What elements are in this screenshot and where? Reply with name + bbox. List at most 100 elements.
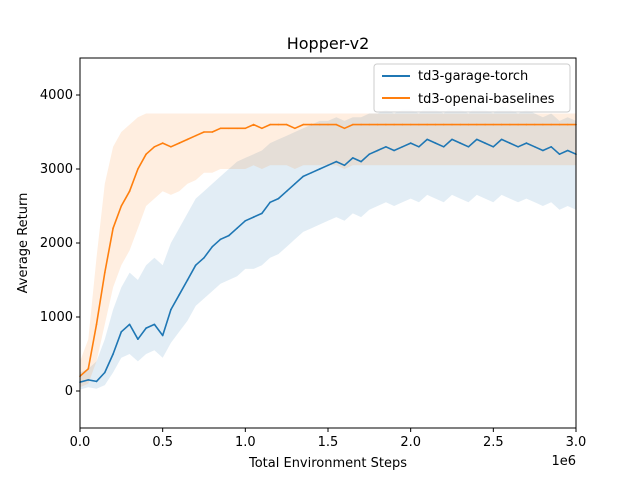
y-tick-label: 4000 [40, 88, 73, 103]
point-series-0 [368, 153, 371, 155]
point-series-0 [476, 138, 478, 141]
point-series-0 [343, 164, 346, 167]
point-series-0 [385, 146, 387, 148]
x-tick-label: 0.5 [152, 435, 173, 450]
point-series-0 [112, 353, 114, 355]
point-series-1 [128, 190, 131, 192]
point-series-0 [170, 308, 172, 311]
y-axis-title: Average Return [16, 193, 31, 294]
x-tick-label: 2.0 [400, 435, 421, 450]
point-series-0 [269, 201, 271, 204]
x-tick-label: 2.5 [483, 435, 504, 450]
point-series-1 [203, 131, 205, 133]
point-series-0 [558, 153, 561, 155]
point-series-0 [302, 175, 305, 178]
point-series-1 [525, 123, 528, 126]
band-series-0 [80, 106, 576, 390]
point-series-0 [95, 380, 98, 383]
x-axis: 0.0 0.5 1.0 1.5 2.0 2.5 3.0 [70, 428, 587, 450]
point-series-1 [566, 123, 569, 126]
point-series-1 [484, 123, 486, 126]
point-series-1 [261, 127, 263, 130]
point-series-0 [459, 142, 462, 144]
point-series-1 [318, 123, 321, 126]
y-tick-label: 3000 [40, 162, 73, 177]
point-series-0 [120, 331, 123, 333]
point-series-1 [418, 123, 420, 126]
point-series-1 [327, 123, 329, 126]
y-tick-label: 0 [65, 384, 73, 399]
point-series-1 [302, 123, 305, 126]
point-series-1 [385, 123, 387, 126]
point-series-1 [393, 123, 395, 126]
point-series-1 [517, 123, 519, 126]
point-series-1 [178, 142, 180, 144]
point-series-0 [517, 146, 519, 148]
point-series-0 [211, 245, 214, 248]
point-series-0 [550, 146, 552, 148]
series-lines [79, 123, 577, 383]
point-series-1 [244, 127, 247, 130]
point-series-1 [360, 123, 362, 126]
point-series-1 [467, 123, 470, 126]
point-series-1 [87, 368, 90, 370]
point-series-1 [277, 123, 280, 126]
point-series-1 [343, 127, 346, 130]
point-series-1 [509, 123, 511, 126]
point-series-0 [228, 234, 230, 237]
point-series-1 [285, 123, 288, 126]
x-tick-label: 0.0 [70, 435, 91, 450]
point-series-1 [120, 205, 123, 207]
point-series-1 [368, 123, 371, 126]
point-series-0 [285, 190, 288, 192]
point-series-1 [500, 123, 503, 126]
point-series-1 [236, 127, 238, 130]
x-tick-label: 3.0 [566, 435, 587, 450]
point-series-1 [401, 123, 404, 126]
x-tick-label: 1.0 [235, 435, 256, 450]
point-series-0 [277, 197, 280, 200]
point-series-0 [252, 216, 255, 218]
point-series-1 [145, 153, 147, 155]
point-series-1 [252, 123, 255, 126]
point-series-0 [294, 183, 296, 185]
point-series-0 [484, 142, 486, 144]
point-series-0 [434, 142, 437, 144]
point-series-0 [442, 146, 445, 148]
point-series-1 [95, 323, 98, 326]
point-series-0 [376, 149, 379, 152]
point-series-1 [434, 123, 437, 126]
point-series-0 [467, 146, 470, 148]
point-series-1 [451, 123, 453, 126]
y-tick-label: 2000 [40, 236, 73, 251]
point-series-1 [170, 146, 172, 148]
point-series-0 [261, 212, 263, 215]
point-series-0 [327, 164, 329, 167]
point-series-0 [128, 323, 131, 326]
legend-label-garage: td3-garage-torch [418, 69, 528, 84]
point-series-0 [161, 334, 164, 337]
point-series-0 [566, 149, 569, 152]
y-tick-label: 1000 [40, 310, 73, 325]
x-axis-title: Total Environment Steps [248, 456, 407, 471]
point-series-0 [533, 146, 536, 148]
point-series-0 [401, 146, 404, 148]
point-series-0 [104, 371, 106, 374]
point-series-0 [418, 146, 420, 148]
point-series-0 [393, 149, 395, 152]
y-axis: 0 1000 2000 3000 4000 [40, 88, 80, 399]
point-series-0 [244, 220, 247, 222]
point-series-1 [459, 123, 462, 126]
point-series-1 [228, 127, 230, 130]
point-series-1 [558, 123, 561, 126]
point-series-1 [542, 123, 544, 126]
chart-title: Hopper-v2 [287, 34, 370, 53]
point-series-1 [533, 123, 536, 126]
point-series-0 [352, 157, 354, 159]
point-series-0 [509, 142, 511, 144]
point-series-0 [310, 171, 313, 174]
point-series-1 [376, 123, 379, 126]
point-series-1 [104, 271, 106, 274]
point-series-0 [335, 160, 338, 163]
